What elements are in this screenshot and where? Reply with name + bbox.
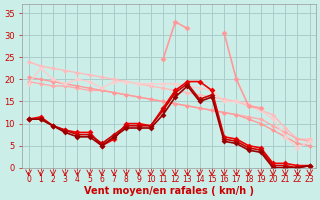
X-axis label: Vent moyen/en rafales ( km/h ): Vent moyen/en rafales ( km/h ) [84,186,254,196]
